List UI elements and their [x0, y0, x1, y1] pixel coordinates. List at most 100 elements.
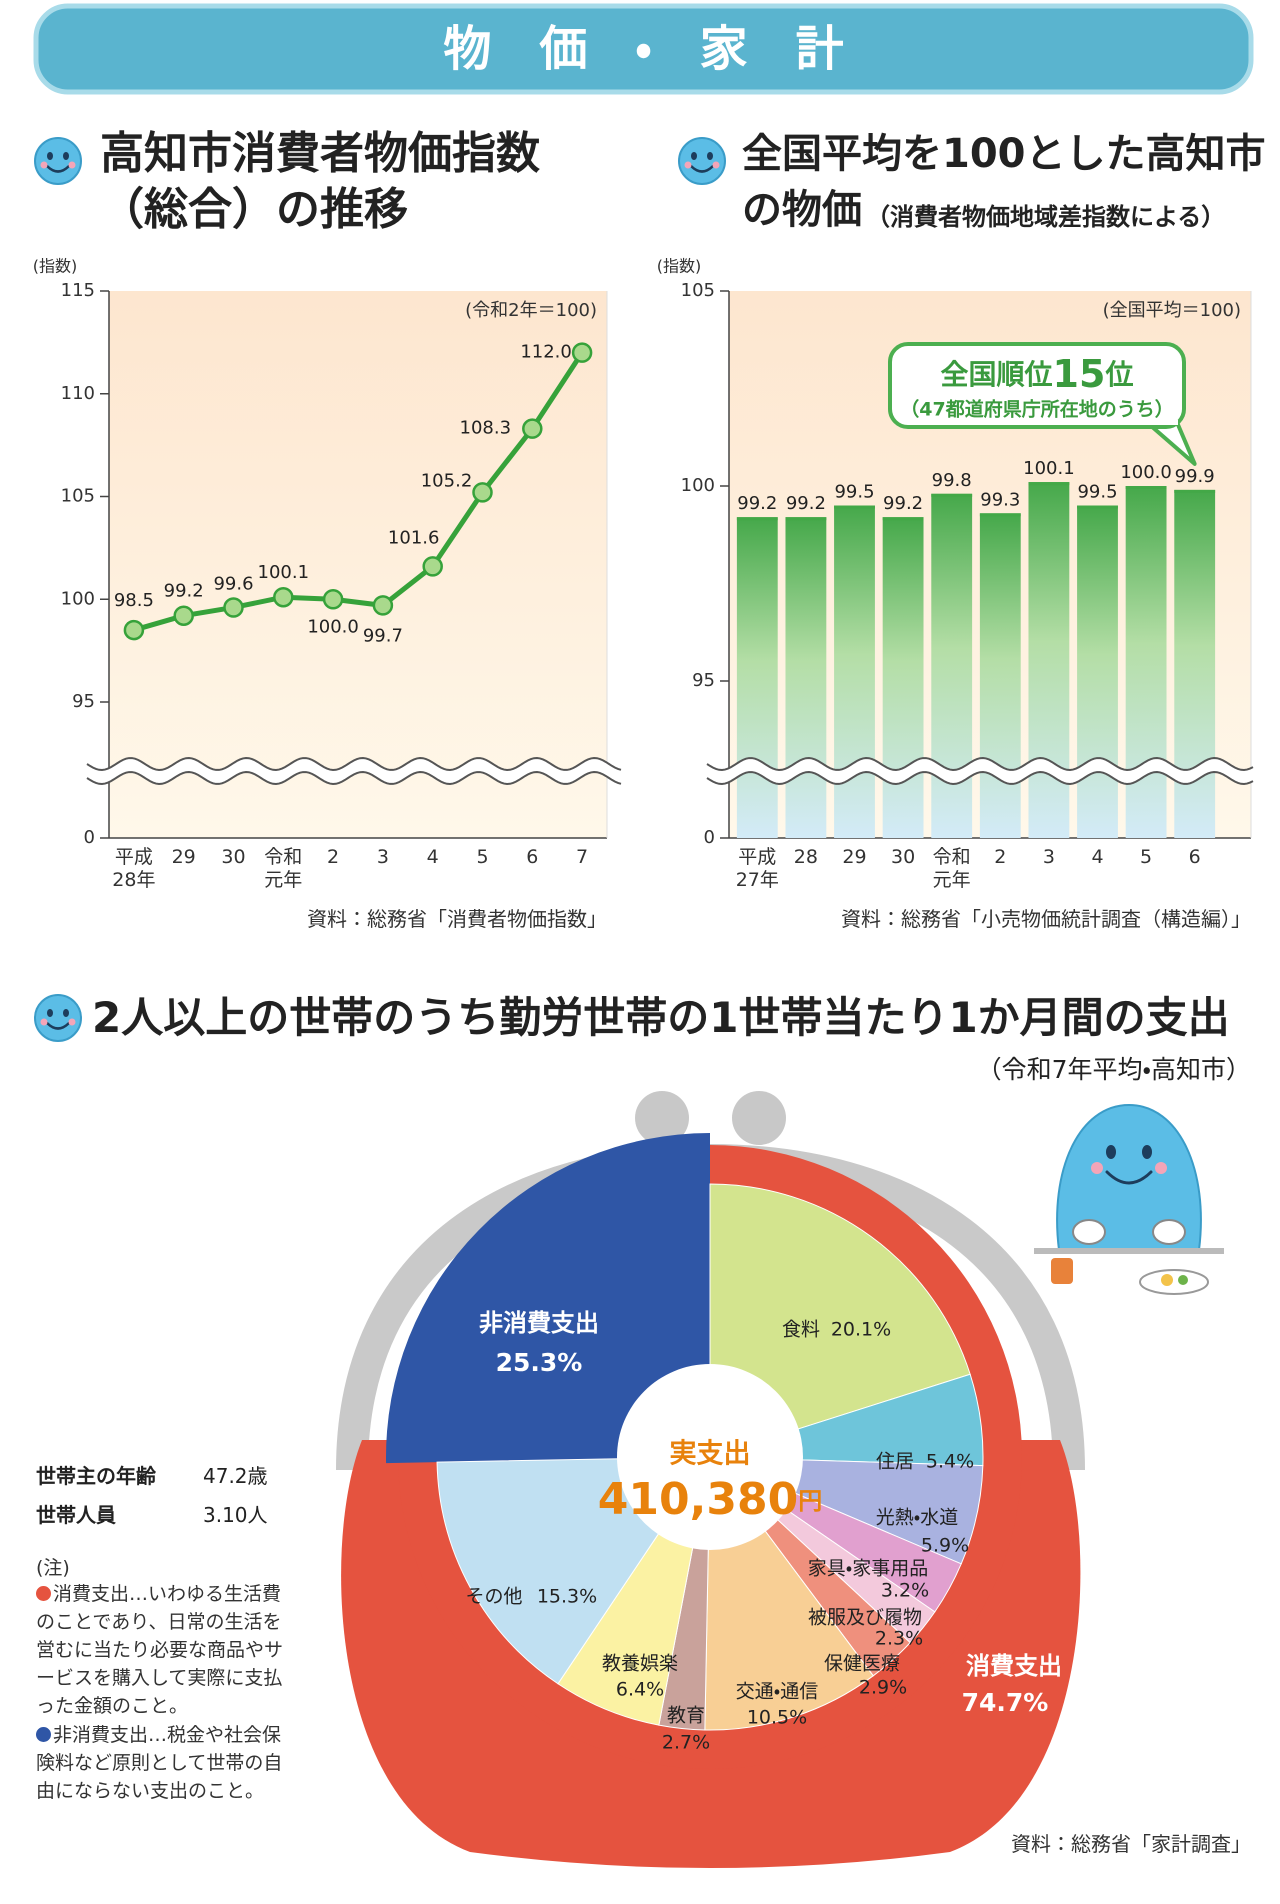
bar-top	[834, 505, 875, 509]
slice-value: 15.3%	[537, 1586, 597, 1608]
x-tick-label: 6	[526, 846, 539, 868]
data-label: 112.0	[520, 342, 572, 363]
data-label: 99.9	[1175, 466, 1215, 487]
chart-subtitle: （消費者物価地域差指数による）	[866, 203, 1226, 231]
data-label: 99.8	[932, 470, 972, 491]
callout-box	[888, 342, 1186, 429]
x-tick-label: 29	[842, 846, 867, 868]
point	[273, 586, 294, 608]
x-tick-label: 2	[994, 846, 1007, 868]
note-text: 非消費支出…税金や社会保険料など原則として世帯の自由にならない支出のこと。	[36, 1724, 283, 1802]
bar-top	[979, 513, 1021, 517]
y-tick-label: 95	[72, 691, 95, 712]
bar	[1028, 482, 1070, 838]
x-tick-label: 4	[426, 846, 439, 868]
bullet	[36, 1586, 51, 1601]
purse-knob	[635, 1091, 689, 1145]
slice-label: その他	[465, 1586, 522, 1608]
data-label: 99.2	[164, 581, 204, 602]
axis-break-line	[706, 771, 1254, 785]
y-tick-label: 100	[61, 588, 95, 609]
x-tick-label: 7	[576, 846, 589, 868]
x-tick-label: 3	[376, 846, 389, 868]
data-label: 100.0	[1120, 462, 1172, 483]
bar-top	[1077, 505, 1118, 509]
outer-slice	[386, 1133, 710, 1464]
chart-source: 資料：総務省「家計調査」	[1011, 1832, 1251, 1856]
center-total: 410,380円	[598, 1474, 822, 1525]
data-label: 99.5	[834, 482, 874, 503]
data-label: 99.2	[737, 493, 777, 514]
slice-label: 家具・家事用品	[808, 1558, 928, 1580]
slice-label: 食料	[782, 1319, 820, 1341]
header-bar	[33, 3, 1254, 95]
chart-source: 資料：総務省「小売物価統計調査（構造編）」	[841, 907, 1251, 931]
x-tick-label: 2	[327, 846, 340, 868]
point	[522, 418, 543, 439]
bar	[931, 493, 973, 838]
y-tick-label: 0	[704, 827, 715, 848]
center-label: 実支出	[670, 1439, 751, 1470]
y-tick-label: 0	[84, 827, 95, 848]
x-tick-label: 4	[1091, 846, 1104, 868]
point	[173, 605, 194, 626]
bar	[1125, 486, 1167, 838]
note: 非消費支出…税金や社会保険料など原則として世帯の自由にならない支出のこと。	[36, 1721, 298, 1805]
slice-value: 10.5%	[747, 1707, 807, 1729]
data-label: 99.3	[980, 489, 1020, 510]
data-label: 101.6	[388, 527, 440, 548]
x-tick-label: 平成 27年	[735, 846, 779, 891]
bar	[1077, 505, 1118, 838]
callout-prefix: 全国順位	[941, 358, 1053, 391]
bar	[736, 517, 778, 838]
x-tick-label: 3	[1042, 846, 1055, 868]
callout-title: 全国順位15位	[941, 352, 1134, 396]
x-tick-label: 平成 28年	[112, 846, 156, 891]
chart-subtitle: （令和7年平均・高知市）	[976, 1055, 1251, 1084]
x-tick-label: 5	[476, 846, 489, 868]
purse-knob	[732, 1091, 786, 1145]
icon	[33, 136, 83, 186]
chart-title: 全国平均を100とした高知市 の物価	[742, 131, 1266, 233]
y-tick-label: 105	[61, 486, 95, 507]
chart-note: (令和2年＝100)	[465, 300, 597, 321]
y-tick-label: 105	[681, 280, 715, 301]
point	[322, 589, 344, 610]
y-tick-label: 95	[692, 670, 715, 691]
data-label: 99.2	[883, 493, 923, 514]
slice-value: 3.2%	[881, 1580, 929, 1602]
mascot	[1034, 1103, 1224, 1295]
callout-suffix: 位	[1104, 358, 1133, 391]
data-label: 99.2	[786, 493, 826, 514]
outer-value: 25.3%	[496, 1348, 583, 1377]
slice-value: 2.7%	[662, 1732, 710, 1754]
callout-note: （47都道府県庁所在地のうち）	[900, 398, 1173, 421]
slice-value: 5.4%	[926, 1451, 974, 1473]
slice-label: 交通・通信	[736, 1681, 818, 1703]
bar	[785, 517, 827, 838]
bullet	[36, 1727, 51, 1742]
outer-value: 74.7%	[962, 1688, 1049, 1717]
y-tick-label: 110	[61, 383, 95, 404]
y-tick-label: 100	[681, 475, 715, 496]
x-tick-label: 28	[793, 846, 818, 868]
slice-value: 2.3%	[875, 1628, 923, 1650]
x-tick-label: 令和 元年	[264, 846, 303, 891]
household-label: 世帯主の年齢	[36, 1464, 156, 1488]
slice-label: 教養娯楽	[602, 1653, 678, 1675]
point	[123, 619, 145, 641]
hole	[617, 1364, 803, 1550]
x-tick-label: 30	[891, 846, 916, 868]
bar-top	[736, 517, 778, 521]
x-tick-label: 30	[221, 846, 246, 868]
slice-value: 2.9%	[859, 1677, 907, 1699]
slice-label: 教育	[667, 1705, 705, 1727]
chart-title: 高知市消費者物価指数 （総合）の推移	[100, 128, 540, 235]
household-value: 47.2歳	[203, 1464, 268, 1488]
slice-value: 5.9%	[921, 1535, 969, 1557]
icon	[33, 993, 83, 1043]
bar	[834, 505, 875, 838]
bar-top	[1174, 489, 1216, 493]
